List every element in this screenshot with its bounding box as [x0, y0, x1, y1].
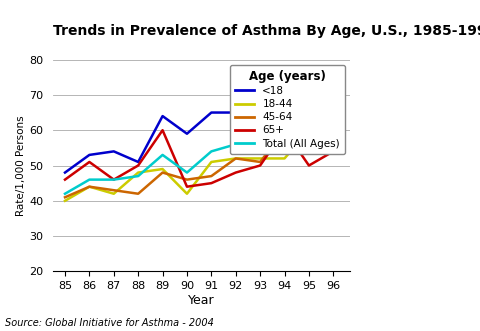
Legend: <18, 18-44, 45-64, 65+, Total (All Ages): <18, 18-44, 45-64, 65+, Total (All Ages) [230, 65, 345, 154]
Text: Source: Global Initiative for Asthma - 2004: Source: Global Initiative for Asthma - 2… [5, 318, 214, 328]
X-axis label: Year: Year [188, 294, 215, 307]
Text: Trends in Prevalence of Asthma By Age, U.S., 1985-1996: Trends in Prevalence of Asthma By Age, U… [53, 24, 480, 38]
Y-axis label: Rate/1,000 Persons: Rate/1,000 Persons [16, 115, 26, 216]
